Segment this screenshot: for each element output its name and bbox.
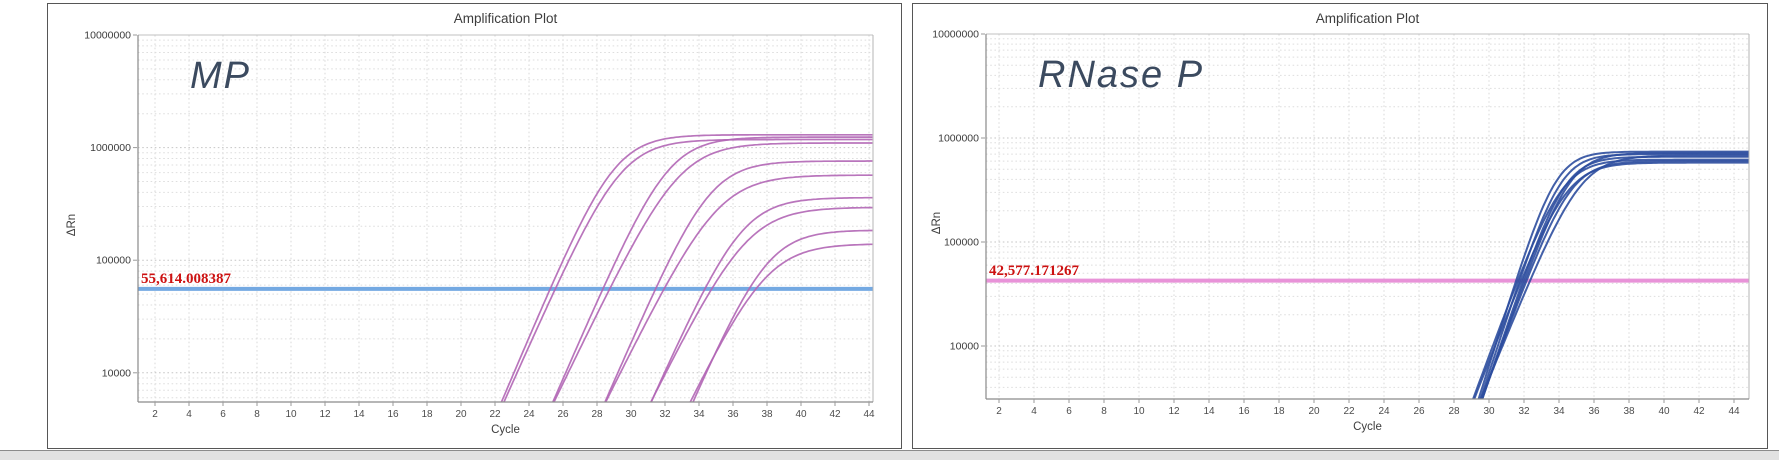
x-tick-label: 6	[220, 409, 226, 420]
x-tick-label: 14	[1203, 406, 1215, 417]
x-tick-label: 32	[1518, 406, 1530, 417]
amplification-curve	[1472, 158, 1749, 399]
amplification-curve	[553, 142, 873, 402]
x-tick-label: 24	[1378, 406, 1390, 417]
amplification-curve	[551, 136, 873, 402]
x-tick-label: 16	[1238, 406, 1250, 417]
x-tick-label: 40	[1658, 406, 1670, 417]
amplification-curve	[1481, 155, 1749, 399]
x-tick-label: 34	[693, 409, 705, 420]
threshold-value-label: 42,577.171267	[989, 262, 1079, 279]
x-tick-label: 2	[996, 406, 1002, 417]
x-tick-label: 28	[1448, 406, 1460, 417]
x-tick-label: 30	[625, 409, 637, 420]
x-axis-label: Cycle	[1353, 421, 1382, 433]
x-tick-label: 36	[1588, 406, 1600, 417]
x-tick-label: 42	[829, 409, 841, 420]
x-tick-label: 34	[1553, 406, 1565, 417]
x-tick-label: 32	[659, 409, 671, 420]
x-tick-label: 18	[1273, 406, 1285, 417]
x-tick-label: 22	[489, 409, 501, 420]
y-tick-label: 10000000	[932, 29, 979, 41]
y-tick-label: 100000	[96, 255, 131, 267]
amplification-curve	[1473, 161, 1749, 399]
target-label-mp: MP	[190, 55, 251, 97]
amplification-curve	[503, 138, 873, 402]
amplification-curve	[604, 174, 873, 402]
plot-canvas-mp: 2 4 6 8 10 12 14 16 18 20 22 24 26 28 30 32 34 36 38 40 42 44…	[84, 30, 875, 421]
y-tick-label: 1000000	[938, 133, 979, 145]
chart-title: Amplification Plot	[453, 11, 558, 26]
x-tick-label: 42	[1693, 406, 1705, 417]
x-tick-label: 26	[557, 409, 569, 420]
y-tick-label: 100000	[944, 237, 979, 249]
y-axis-label: ΔRn	[66, 213, 78, 236]
y-axis-label: ΔRn	[931, 211, 943, 234]
y-tick-label: 1000000	[90, 142, 131, 154]
x-tick-label: 40	[795, 409, 807, 420]
x-tick-label: 30	[1483, 406, 1495, 417]
x-tick-label: 10	[285, 409, 297, 420]
amplification-curve	[1479, 154, 1749, 399]
amplification-curve	[649, 206, 873, 402]
x-tick-label: 38	[761, 409, 773, 420]
x-tick-label: 6	[1066, 406, 1072, 417]
x-tick-label: 4	[1031, 406, 1037, 417]
x-tick-label: 44	[1728, 406, 1740, 417]
amplification-curve	[1480, 160, 1749, 399]
x-axis-label: Cycle	[491, 424, 520, 436]
amplification-curve	[604, 160, 873, 402]
amplification-curves	[500, 133, 873, 402]
x-tick-label: 12	[1168, 406, 1180, 417]
x-tick-label: 28	[591, 409, 603, 420]
y-tick-label: 10000	[102, 367, 131, 379]
y-tick-label: 10000000	[84, 30, 131, 42]
y-tick-label: 10000	[950, 341, 979, 353]
x-tick-label: 20	[1308, 406, 1320, 417]
x-tick-label: 16	[387, 409, 399, 420]
x-tick-label: 8	[254, 409, 260, 420]
x-tick-label: 20	[455, 409, 467, 420]
bottom-rule	[0, 450, 1779, 451]
amplification-plot-panel-mp: 2 4 6 8 10 12 14 16 18 20 22 24 26 28 30 32 34 36 38 40 42 44…	[47, 3, 902, 449]
amplification-curve	[1481, 151, 1749, 399]
chart-title: Amplification Plot	[1315, 11, 1420, 26]
amplification-curve	[500, 133, 873, 402]
amplification-curve	[1477, 150, 1749, 399]
gridlines	[986, 34, 1749, 399]
x-tick-label: 22	[1343, 406, 1355, 417]
x-tick-label: 10	[1133, 406, 1145, 417]
amplification-curve	[650, 196, 873, 402]
x-tick-label: 8	[1101, 406, 1107, 417]
threshold-value-label: 55,614.008387	[141, 270, 231, 287]
bottom-strip	[0, 451, 1779, 460]
amplification-plot-panel-rnasep: 2 4 6 8 10 12 14 16 18 20 22 24 26 28 30 32 34 36 38 40 42 44…	[912, 3, 1768, 449]
x-tick-label: 18	[421, 409, 433, 420]
x-tick-label: 12	[319, 409, 331, 420]
x-tick-label: 36	[727, 409, 739, 420]
gridlines	[138, 35, 873, 402]
amplification-curve	[689, 243, 873, 402]
target-label-rnasep: RNase P	[1038, 54, 1205, 96]
amplification-curves	[1472, 150, 1749, 399]
x-tick-label: 2	[152, 409, 158, 420]
x-tick-label: 38	[1623, 406, 1635, 417]
x-tick-label: 26	[1413, 406, 1425, 417]
x-tick-label: 4	[186, 409, 192, 420]
x-tick-label: 44	[863, 409, 875, 420]
x-tick-label: 24	[523, 409, 535, 420]
plot-canvas-rnasep: 2 4 6 8 10 12 14 16 18 20 22 24 26 28 30 32 34 36 38 40 42 44…	[932, 29, 1750, 417]
x-tick-label: 14	[353, 409, 365, 420]
